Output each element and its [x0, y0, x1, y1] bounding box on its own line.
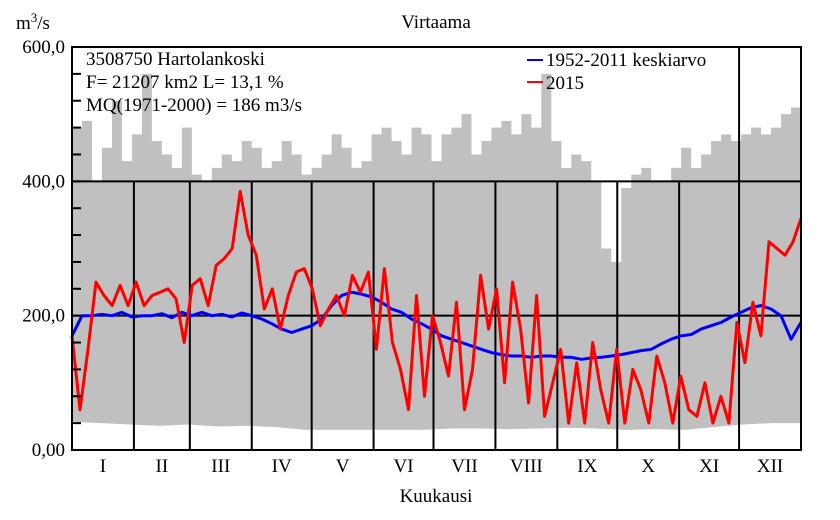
envelope-layer [72, 73, 801, 430]
month-label: X [641, 456, 655, 477]
plot-frame [71, 46, 802, 451]
info-line-mq: MQ(1971-2000) = 186 m3/s [86, 95, 302, 116]
legend-label-2015: 2015 [546, 73, 584, 94]
x-axis-label: Kuukausi [400, 486, 473, 507]
series-2015-line [70, 189, 803, 425]
y-axis-label-superscript: 3 [31, 10, 38, 25]
month-label: IV [272, 456, 292, 477]
station-info: 3508750 Hartolankoski F= 21207 km2 L= 13… [86, 49, 302, 116]
info-line-station: 3508750 Hartolankoski [86, 49, 265, 70]
x-axis: I II III IV V VI VII VIII IX X XI XII [100, 456, 783, 477]
y-tick-label: 200,0 [22, 306, 65, 327]
y-tick-label: 0,00 [32, 440, 65, 461]
y-tick-label: 600,0 [22, 37, 65, 58]
month-label: I [100, 456, 106, 477]
y-axis-label-base: m [16, 13, 31, 34]
month-label: VII [451, 456, 477, 477]
month-label: III [211, 456, 230, 477]
month-label: V [336, 456, 350, 477]
month-label: II [156, 456, 169, 477]
chart-title: Virtaama [401, 12, 471, 33]
month-label: VI [394, 456, 414, 477]
legend: 1952-2011 keskiarvo 2015 [527, 50, 706, 94]
info-line-area: F= 21207 km2 L= 13,1 % [86, 72, 284, 93]
month-label: VIII [510, 456, 543, 477]
legend-label-mean: 1952-2011 keskiarvo [546, 50, 706, 71]
y-axis-label-rest: /s [37, 13, 50, 34]
y-axis-label: m3/s [16, 10, 50, 34]
month-label: XI [699, 456, 719, 477]
y-tick-label: 400,0 [22, 171, 65, 192]
month-label: XII [757, 456, 783, 477]
series-layer [70, 189, 803, 425]
month-label: IX [577, 456, 597, 477]
min-max-envelope [72, 73, 801, 430]
y-axis: 600,0 400,0 200,0 0,00 [22, 37, 81, 461]
